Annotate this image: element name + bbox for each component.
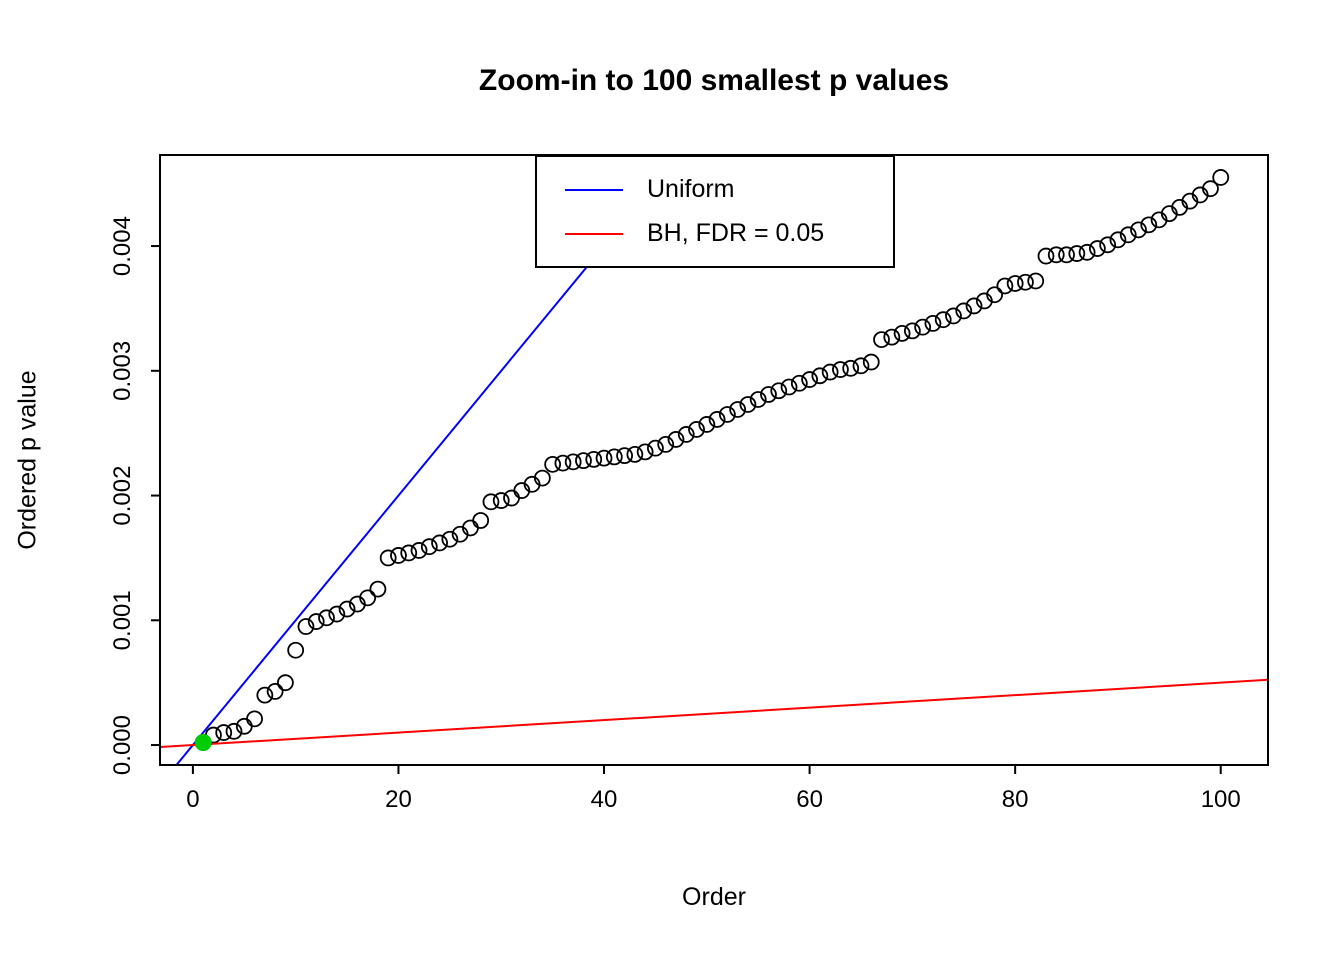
x-tick-label: 0 xyxy=(186,786,199,813)
legend-label-bh: BH, FDR = 0.05 xyxy=(647,219,825,247)
y-tick-label: 0.000 xyxy=(109,715,136,775)
x-tick-label: 100 xyxy=(1201,786,1241,813)
bh-line-swatch xyxy=(565,232,623,235)
x-tick-label: 60 xyxy=(796,786,823,813)
y-tick-label: 0.001 xyxy=(109,590,136,650)
x-tick-label: 40 xyxy=(591,786,618,813)
x-tick-label: 80 xyxy=(1002,786,1029,813)
uniform-line-swatch xyxy=(565,188,623,191)
x-axis-label: Order xyxy=(682,883,746,911)
y-tick-label: 0.002 xyxy=(109,466,136,526)
axes: 0 20 40 60 80 100 0.000 0.001 0.002 0.003 0.004 xyxy=(109,216,1241,813)
y-tick-label: 0.003 xyxy=(109,341,136,401)
legend-item-bh: BH, FDR = 0.05 xyxy=(537,217,893,251)
chart-title: Zoom-in to 100 smallest p values xyxy=(478,64,950,97)
p-value-points xyxy=(194,169,1230,751)
significant-point-marker xyxy=(194,734,212,752)
legend-label-uniform: Uniform xyxy=(647,175,735,203)
uniform-line xyxy=(175,155,681,765)
x-tick-label: 20 xyxy=(385,786,412,813)
y-tick-label: 0.004 xyxy=(109,216,136,276)
bh-line xyxy=(160,678,1268,749)
legend-item-uniform: Uniform xyxy=(537,173,893,207)
legend: Uniform BH, FDR = 0.05 xyxy=(535,155,895,268)
